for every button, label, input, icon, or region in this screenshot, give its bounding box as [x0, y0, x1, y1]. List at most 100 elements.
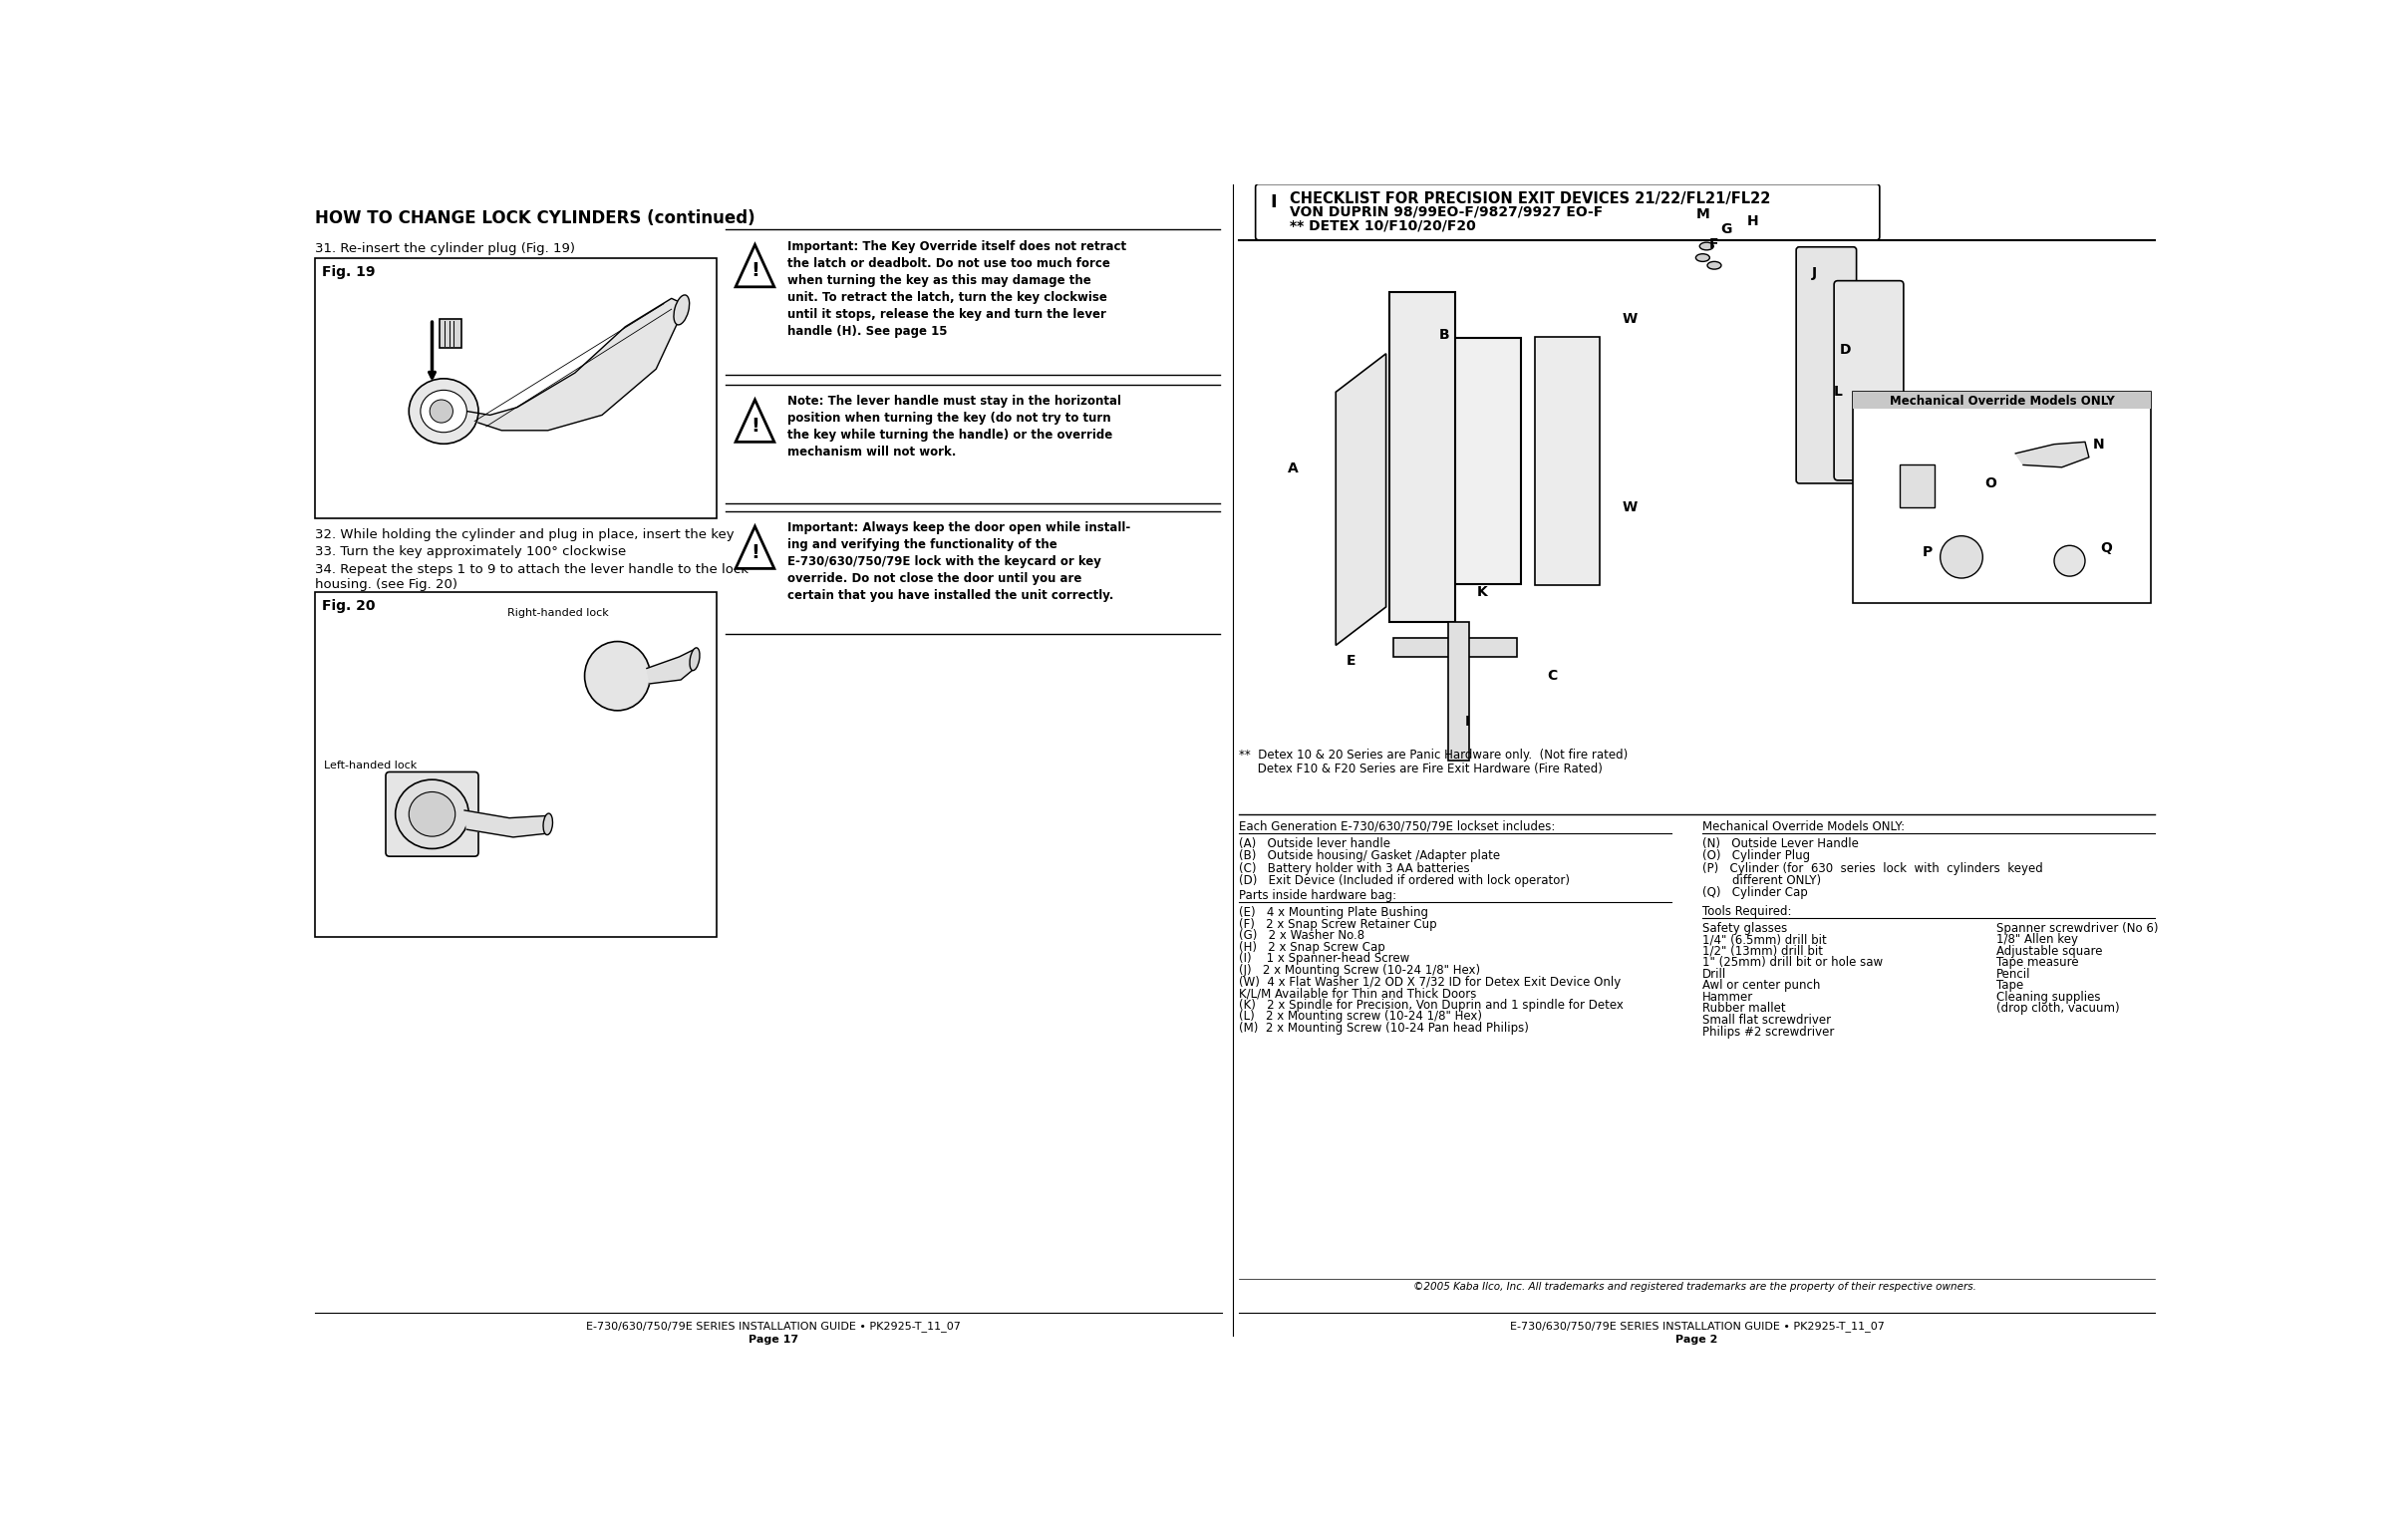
- Text: (P)   Cylinder (for  630  series  lock  with  cylinders  keyed: (P) Cylinder (for 630 series lock with c…: [1703, 862, 2043, 875]
- Text: VON DUPRIN 98/99EO-F/9827/9927 EO-F: VON DUPRIN 98/99EO-F/9827/9927 EO-F: [1290, 205, 1602, 219]
- Text: F: F: [1711, 237, 1718, 251]
- FancyBboxPatch shape: [1256, 185, 1879, 240]
- Text: Parts inside hardware bag:: Parts inside hardware bag:: [1239, 890, 1398, 902]
- Text: W: W: [1622, 313, 1636, 326]
- Text: (B)   Outside housing/ Gasket /Adapter plate: (B) Outside housing/ Gasket /Adapter pla…: [1239, 850, 1501, 862]
- Text: C: C: [1547, 668, 1557, 682]
- FancyBboxPatch shape: [1797, 246, 1857, 484]
- Polygon shape: [462, 299, 683, 430]
- Text: Cleaning supplies: Cleaning supplies: [1997, 990, 2100, 1004]
- Text: (E)   4 x Mounting Plate Bushing: (E) 4 x Mounting Plate Bushing: [1239, 906, 1429, 919]
- Text: Adjustable square: Adjustable square: [1997, 944, 2103, 958]
- Text: Fig. 20: Fig. 20: [322, 599, 375, 613]
- Text: K: K: [1477, 585, 1487, 599]
- Text: P: P: [1922, 545, 1932, 559]
- FancyBboxPatch shape: [1391, 293, 1456, 622]
- Text: (W)  4 x Flat Washer 1/2 OD X 7/32 ID for Detex Exit Device Only: (W) 4 x Flat Washer 1/2 OD X 7/32 ID for…: [1239, 975, 1622, 989]
- Text: (drop cloth, vacuum): (drop cloth, vacuum): [1997, 1003, 2120, 1015]
- Text: L: L: [1833, 385, 1843, 399]
- Text: Tape measure: Tape measure: [1997, 956, 2079, 969]
- Text: (A)   Outside lever handle: (A) Outside lever handle: [1239, 838, 1391, 850]
- Text: G: G: [1720, 222, 1732, 236]
- Text: (N)   Outside Lever Handle: (N) Outside Lever Handle: [1703, 838, 1860, 850]
- Ellipse shape: [1708, 262, 1720, 270]
- Text: E-730/630/750/79E SERIES INSTALLATION GUIDE • PK2925-T_11_07: E-730/630/750/79E SERIES INSTALLATION GU…: [587, 1321, 960, 1332]
- Text: Small flat screwdriver: Small flat screwdriver: [1703, 1013, 1831, 1027]
- Text: housing. (see Fig. 20): housing. (see Fig. 20): [315, 579, 457, 591]
- Text: D: D: [1841, 343, 1850, 357]
- FancyBboxPatch shape: [385, 772, 479, 856]
- Text: Fig. 19: Fig. 19: [322, 265, 375, 279]
- Text: 1" (25mm) drill bit or hole saw: 1" (25mm) drill bit or hole saw: [1703, 956, 1884, 969]
- Text: Important: The Key Override itself does not retract
the latch or deadbolt. Do no: Important: The Key Override itself does …: [787, 240, 1126, 337]
- Text: Each Generation E-730/630/750/79E lockset includes:: Each Generation E-730/630/750/79E lockse…: [1239, 821, 1557, 833]
- Text: !: !: [751, 544, 760, 562]
- Text: different ONLY): different ONLY): [1703, 875, 1821, 887]
- Polygon shape: [464, 810, 549, 838]
- Ellipse shape: [674, 296, 691, 325]
- Text: 33. Turn the key approximately 100° clockwise: 33. Turn the key approximately 100° cloc…: [315, 545, 626, 559]
- FancyBboxPatch shape: [1853, 393, 2151, 604]
- Text: J: J: [1812, 266, 1817, 280]
- Text: (K)   2 x Spindle for Precision, Von Duprin and 1 spindle for Detex: (K) 2 x Spindle for Precision, Von Dupri…: [1239, 998, 1624, 1012]
- Ellipse shape: [395, 779, 469, 849]
- FancyBboxPatch shape: [1535, 337, 1600, 585]
- Text: (D)   Exit Device (Included if ordered with lock operator): (D) Exit Device (Included if ordered wit…: [1239, 875, 1571, 887]
- Text: Pencil: Pencil: [1997, 967, 2031, 981]
- Ellipse shape: [544, 813, 553, 835]
- Text: Note: The lever handle must stay in the horizontal
position when turning the key: Note: The lever handle must stay in the …: [787, 396, 1121, 459]
- Text: B: B: [1439, 328, 1448, 342]
- Text: **  Detex 10 & 20 Series are Panic Hardware only.  (Not fire rated): ** Detex 10 & 20 Series are Panic Hardwa…: [1239, 748, 1629, 762]
- Text: (I)    1 x Spanner-head Screw: (I) 1 x Spanner-head Screw: [1239, 952, 1410, 966]
- Text: H: H: [1747, 214, 1759, 228]
- Ellipse shape: [1939, 536, 1983, 578]
- Text: W: W: [1622, 500, 1636, 514]
- Text: ©2005 Kaba Ilco, Inc. All trademarks and registered trademarks are the property : ©2005 Kaba Ilco, Inc. All trademarks and…: [1412, 1283, 1975, 1292]
- FancyBboxPatch shape: [1901, 465, 1934, 507]
- Text: 34. Repeat the steps 1 to 9 to attach the lever handle to the lock: 34. Repeat the steps 1 to 9 to attach th…: [315, 564, 748, 576]
- Text: M: M: [1696, 206, 1711, 220]
- FancyBboxPatch shape: [1448, 622, 1470, 761]
- FancyBboxPatch shape: [315, 591, 717, 936]
- FancyBboxPatch shape: [315, 257, 717, 519]
- Polygon shape: [736, 245, 775, 286]
- Ellipse shape: [585, 642, 650, 710]
- Text: CHECKLIST FOR PRECISION EXIT DEVICES 21/22/FL21/FL22: CHECKLIST FOR PRECISION EXIT DEVICES 21/…: [1290, 191, 1771, 206]
- Ellipse shape: [1696, 254, 1711, 262]
- Text: (H)   2 x Snap Screw Cap: (H) 2 x Snap Screw Cap: [1239, 941, 1386, 953]
- Text: 1/8" Allen key: 1/8" Allen key: [1997, 933, 2079, 946]
- Text: Right-handed lock: Right-handed lock: [508, 608, 609, 619]
- Text: Spanner screwdriver (No 6): Spanner screwdriver (No 6): [1997, 921, 2158, 935]
- Ellipse shape: [431, 400, 452, 422]
- Text: (Q)   Cylinder Cap: (Q) Cylinder Cap: [1703, 887, 1809, 899]
- Ellipse shape: [409, 379, 479, 444]
- Text: 31. Re-insert the cylinder plug (Fig. 19): 31. Re-insert the cylinder plug (Fig. 19…: [315, 242, 575, 256]
- Text: 1/2" (13mm) drill bit: 1/2" (13mm) drill bit: [1703, 944, 1824, 958]
- Text: Page 2: Page 2: [1677, 1335, 1718, 1344]
- Ellipse shape: [421, 390, 467, 433]
- Text: Philips #2 screwdriver: Philips #2 screwdriver: [1703, 1026, 1836, 1038]
- Text: Q: Q: [2100, 542, 2112, 556]
- Text: K/L/M Available for Thin and Thick Doors: K/L/M Available for Thin and Thick Doors: [1239, 987, 1477, 999]
- Polygon shape: [736, 527, 775, 568]
- Ellipse shape: [691, 648, 700, 670]
- Text: Mechanical Override Models ONLY: Mechanical Override Models ONLY: [1889, 396, 2115, 408]
- Text: A: A: [1287, 462, 1299, 476]
- Text: !: !: [751, 416, 760, 436]
- Polygon shape: [647, 650, 695, 684]
- Ellipse shape: [409, 792, 455, 836]
- Text: Hammer: Hammer: [1703, 990, 1754, 1004]
- Text: HOW TO CHANGE LOCK CYLINDERS (continued): HOW TO CHANGE LOCK CYLINDERS (continued): [315, 209, 755, 228]
- Text: !: !: [751, 262, 760, 280]
- Text: (L)   2 x Mounting screw (10-24 1/8" Hex): (L) 2 x Mounting screw (10-24 1/8" Hex): [1239, 1010, 1482, 1023]
- FancyBboxPatch shape: [440, 319, 462, 348]
- Polygon shape: [736, 400, 775, 442]
- Text: (C)   Battery holder with 3 AA batteries: (C) Battery holder with 3 AA batteries: [1239, 862, 1470, 875]
- Text: E-730/630/750/79E SERIES INSTALLATION GUIDE • PK2925-T_11_07: E-730/630/750/79E SERIES INSTALLATION GU…: [1509, 1321, 1884, 1332]
- Text: (J)   2 x Mounting Screw (10-24 1/8" Hex): (J) 2 x Mounting Screw (10-24 1/8" Hex): [1239, 964, 1480, 976]
- Text: 1/4" (6.5mm) drill bit: 1/4" (6.5mm) drill bit: [1703, 933, 1826, 946]
- Text: Mechanical Override Models ONLY:: Mechanical Override Models ONLY:: [1703, 821, 1906, 833]
- Polygon shape: [2016, 442, 2088, 467]
- Ellipse shape: [1699, 242, 1713, 249]
- Text: N: N: [2093, 437, 2105, 453]
